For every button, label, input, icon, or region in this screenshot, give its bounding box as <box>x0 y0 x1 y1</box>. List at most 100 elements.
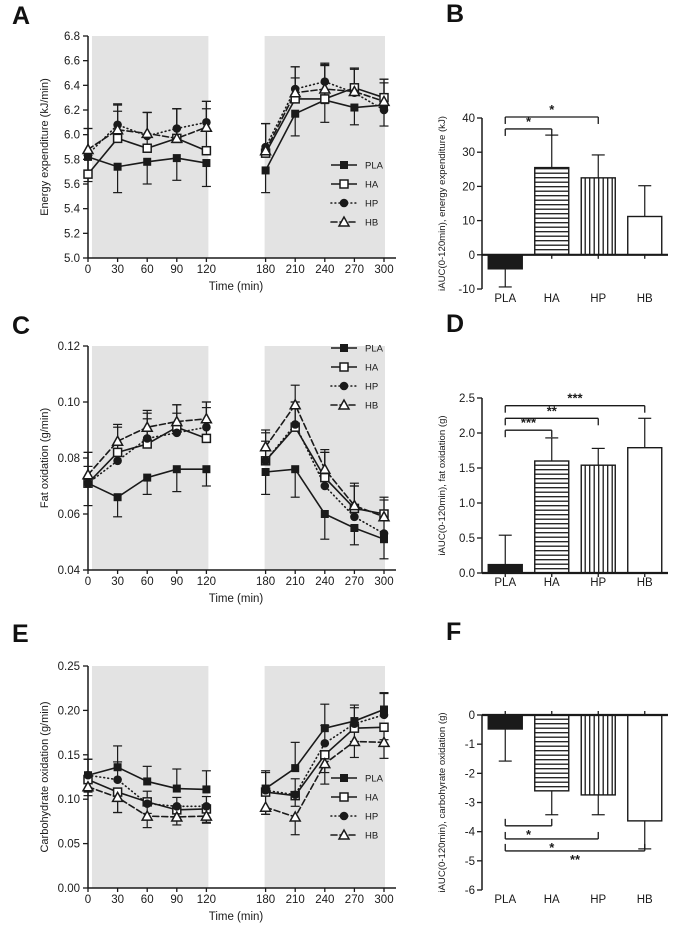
svg-text:240: 240 <box>315 264 334 276</box>
svg-text:0.25: 0.25 <box>58 661 80 673</box>
svg-text:240: 240 <box>315 894 334 906</box>
panel-d: 0.0 0.5 1.0 1.5 2.0 2.5 PLA HA HP HB *** ** *** iAUC(… <box>430 310 675 618</box>
svg-text:180: 180 <box>256 894 275 906</box>
svg-text:0: 0 <box>469 250 475 262</box>
svg-text:Time (min): Time (min) <box>209 281 264 293</box>
svg-text:HP: HP <box>365 812 378 823</box>
svg-text:120: 120 <box>197 576 216 588</box>
svg-text:HB: HB <box>365 218 378 229</box>
svg-text:-3: -3 <box>465 798 475 810</box>
svg-text:240: 240 <box>315 576 334 588</box>
svg-text:PLA: PLA <box>494 293 516 305</box>
panel-label-b: B <box>446 0 465 28</box>
svg-text:HB: HB <box>637 894 653 906</box>
panel-label-f: F <box>446 618 462 646</box>
svg-text:HP: HP <box>590 293 606 305</box>
svg-text:0: 0 <box>469 710 475 722</box>
svg-text:6.4: 6.4 <box>64 80 81 92</box>
svg-text:0.08: 0.08 <box>58 453 80 465</box>
svg-text:60: 60 <box>141 576 154 588</box>
svg-text:90: 90 <box>170 894 183 906</box>
svg-text:180: 180 <box>256 576 275 588</box>
svg-text:Fat oxidation (g/min): Fat oxidation (g/min) <box>39 408 51 508</box>
svg-text:270: 270 <box>345 576 364 588</box>
panel-c: 0.04 0.06 0.08 0.10 0.12 0 30 60 90 120 180 210 240 2… <box>0 310 430 618</box>
svg-text:*: * <box>526 114 532 129</box>
svg-text:PLA: PLA <box>494 577 516 589</box>
svg-text:0.06: 0.06 <box>58 509 80 521</box>
svg-text:2.0: 2.0 <box>459 428 475 440</box>
svg-text:0.15: 0.15 <box>58 750 80 762</box>
svg-text:-10: -10 <box>458 284 475 296</box>
svg-text:HB: HB <box>637 577 653 589</box>
svg-text:300: 300 <box>374 264 393 276</box>
svg-text:0.0: 0.0 <box>459 568 475 580</box>
svg-text:iAUC(0-120min), carbohyrate ox: iAUC(0-120min), carbohyrate oxidation (g… <box>437 712 448 892</box>
svg-text:0.10: 0.10 <box>58 794 80 806</box>
svg-text:HA: HA <box>365 180 379 191</box>
svg-text:5.6: 5.6 <box>64 179 80 191</box>
svg-text:**: ** <box>547 403 558 418</box>
svg-text:20: 20 <box>462 181 475 193</box>
svg-text:-6: -6 <box>465 885 475 897</box>
svg-text:*: * <box>549 840 555 855</box>
svg-text:0.10: 0.10 <box>58 397 80 409</box>
panel-label-e: E <box>12 620 29 648</box>
svg-text:-1: -1 <box>465 739 475 751</box>
svg-text:0.00: 0.00 <box>58 883 80 895</box>
svg-text:HA: HA <box>365 363 379 374</box>
svg-text:HB: HB <box>365 831 378 842</box>
svg-text:-5: -5 <box>465 856 475 868</box>
svg-text:90: 90 <box>170 264 183 276</box>
svg-text:5.4: 5.4 <box>64 204 81 216</box>
svg-text:1.5: 1.5 <box>459 463 475 475</box>
svg-text:Energy expenditure (kJ/min): Energy expenditure (kJ/min) <box>39 78 51 216</box>
svg-text:120: 120 <box>197 894 216 906</box>
svg-text:1.0: 1.0 <box>459 498 475 510</box>
svg-text:270: 270 <box>345 264 364 276</box>
svg-text:HA: HA <box>544 293 560 305</box>
svg-text:6.2: 6.2 <box>64 105 80 117</box>
svg-text:10: 10 <box>462 216 475 228</box>
svg-text:HP: HP <box>590 894 606 906</box>
svg-text:270: 270 <box>345 894 364 906</box>
panel-label-a: A <box>12 2 31 30</box>
fat-oxidation-line-chart: 0.04 0.06 0.08 0.10 0.12 0 30 60 90 120 180 210 240 2… <box>39 341 396 605</box>
svg-text:0.04: 0.04 <box>58 565 81 577</box>
carbohydrate-oxidation-line-chart: 0.00 0.05 0.10 0.15 0.20 0.25 0 30 60 90 120 180 210… <box>39 661 396 923</box>
svg-text:***: *** <box>567 391 583 406</box>
svg-text:6.0: 6.0 <box>64 130 80 142</box>
panel-e: 0.00 0.05 0.10 0.15 0.20 0.25 0 30 60 90 120 180 210… <box>0 618 430 925</box>
svg-text:0.05: 0.05 <box>58 839 80 851</box>
svg-text:PLA: PLA <box>365 161 384 172</box>
svg-text:0: 0 <box>85 894 91 906</box>
svg-text:210: 210 <box>286 894 305 906</box>
svg-text:iAUC(0-120min), energy expendi: iAUC(0-120min), energy expenditure (kJ) <box>437 116 448 291</box>
svg-text:HB: HB <box>637 293 653 305</box>
svg-text:*: * <box>526 827 532 842</box>
svg-text:HA: HA <box>544 577 560 589</box>
svg-text:0.20: 0.20 <box>58 705 80 717</box>
svg-text:PLA: PLA <box>365 774 384 785</box>
svg-text:0.5: 0.5 <box>459 533 475 545</box>
svg-text:5.2: 5.2 <box>64 228 80 240</box>
svg-text:6.6: 6.6 <box>64 56 80 68</box>
svg-text:210: 210 <box>286 264 305 276</box>
svg-text:6.8: 6.8 <box>64 31 80 43</box>
svg-text:-2: -2 <box>465 768 475 780</box>
panel-label-d: D <box>446 310 465 338</box>
svg-text:30: 30 <box>111 894 124 906</box>
svg-text:30: 30 <box>462 147 475 159</box>
svg-text:30: 30 <box>111 264 124 276</box>
svg-text:Time (min): Time (min) <box>209 911 264 923</box>
svg-text:HP: HP <box>365 199 378 210</box>
svg-text:-4: -4 <box>465 827 476 839</box>
panel-f: -6 -5 -4 -3 -2 -1 0 PLA HA HP HB * * ** iAUC(0-120min)… <box>430 618 675 925</box>
svg-text:90: 90 <box>170 576 183 588</box>
svg-text:0: 0 <box>85 264 91 276</box>
svg-text:5.0: 5.0 <box>64 253 80 265</box>
svg-text:*: * <box>549 102 555 117</box>
